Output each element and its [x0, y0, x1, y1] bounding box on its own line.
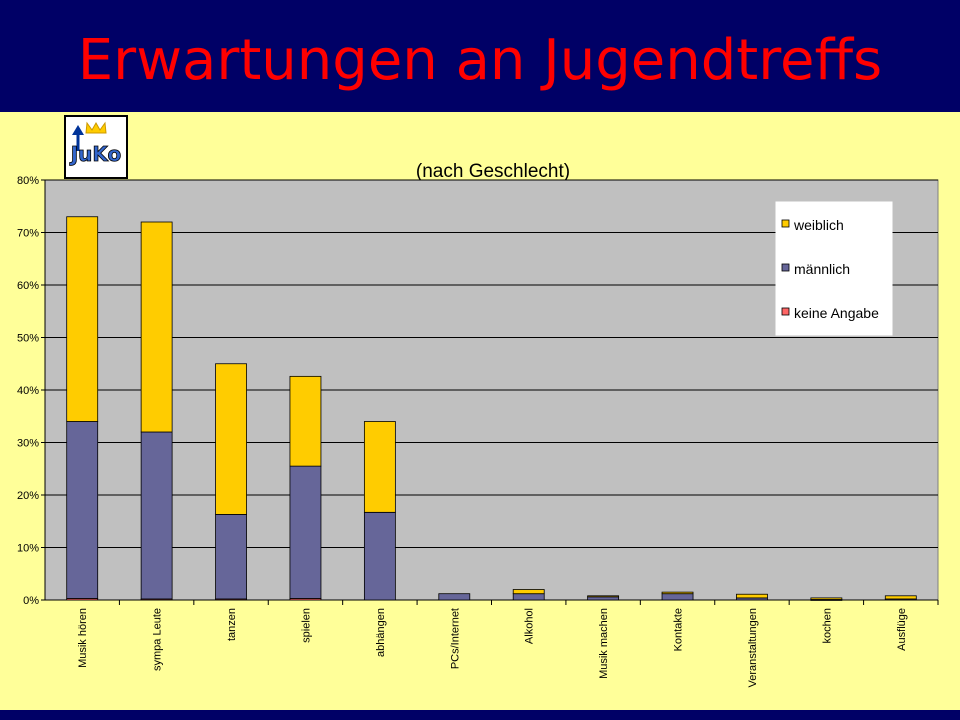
bar-segment [363, 511, 396, 601]
x-tick-label: PCs/Internet [449, 608, 461, 669]
y-tick-label: 20% [17, 490, 39, 502]
bar-segment [363, 421, 396, 513]
y-tick-label: 60% [17, 280, 39, 292]
legend-label: weiblich [793, 217, 844, 233]
x-tick-label: spielen [300, 608, 312, 643]
bar-segment [140, 221, 173, 433]
x-tick-label: Alkohol [524, 608, 536, 644]
x-tick-label: Ausflüge [896, 608, 908, 651]
bar-segment [587, 596, 620, 601]
slide-title: Erwartungen an Jugendtreffs [77, 28, 883, 93]
bottom-bar [0, 710, 960, 720]
bar-segment [661, 591, 694, 595]
bar-segment [140, 431, 173, 600]
y-tick-label: 0% [23, 595, 39, 607]
y-tick-label: 40% [17, 385, 39, 397]
bar-segment [512, 589, 545, 595]
x-tick-label: Veranstaltungen [747, 608, 759, 688]
bar-segment [512, 593, 545, 601]
legend-label: männlich [794, 261, 850, 277]
bar-segment [289, 375, 322, 467]
bar-segment [66, 421, 99, 599]
x-tick-label: Musik machen [598, 608, 610, 679]
bar-segment [438, 593, 471, 601]
legend-swatch [781, 219, 790, 228]
x-tick-label: sympa Leute [152, 608, 164, 671]
bar-segment [66, 216, 99, 422]
legend-swatch [781, 307, 790, 316]
bar-segment [587, 595, 620, 598]
chart-title: (nach Geschlecht) [416, 161, 570, 182]
y-tick-label: 10% [17, 543, 39, 555]
legend-swatch [781, 263, 790, 272]
y-tick-label: 30% [17, 438, 39, 450]
juko-logo: JuKo [64, 115, 128, 179]
bar-segment [215, 363, 247, 515]
x-tick-label: Kontakte [673, 608, 685, 651]
bar-segment [884, 595, 917, 600]
bar-segment [736, 593, 768, 599]
legend [775, 201, 893, 336]
y-tick-label: 50% [17, 333, 39, 345]
y-tick-label: 80% [17, 175, 39, 187]
x-tick-label: Musik hören [77, 608, 89, 668]
title-bar: Erwartungen an Jugendtreffs [0, 0, 960, 112]
x-tick-label: kochen [821, 608, 833, 643]
bar-segment [810, 597, 843, 600]
bar-segment [661, 593, 694, 601]
bar-segment [215, 514, 247, 600]
logo-icon: JuKo [68, 121, 122, 166]
legend-label: keine Angabe [794, 305, 879, 321]
x-tick-label: tanzen [226, 608, 238, 641]
x-tick-label: abhängen [375, 608, 387, 657]
y-tick-label: 70% [17, 228, 39, 240]
logo-text: JuKo [69, 142, 122, 166]
bar-segment [289, 465, 322, 599]
